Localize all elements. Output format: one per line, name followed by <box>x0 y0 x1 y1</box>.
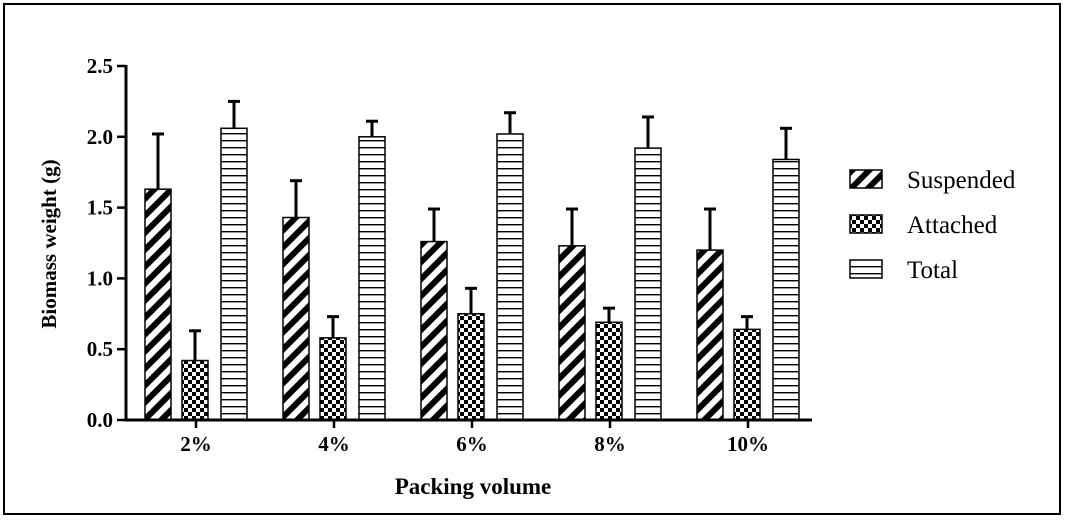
error-bar-total-10pct <box>780 126 792 160</box>
legend-item-total: Total <box>849 257 958 284</box>
bar-total-10pct <box>772 158 800 421</box>
legend: Suspended Attached Total <box>849 167 1016 284</box>
bar-attached-10pct <box>733 328 761 421</box>
bar-attached-2pct <box>181 359 209 421</box>
y-tick-label: 1.0 <box>87 266 113 290</box>
y-axis-title: Biomass weight (g) <box>37 159 61 328</box>
x-tick-label: 10% <box>727 432 769 456</box>
x-tick-label: 2% <box>180 432 212 456</box>
y-tick-label: 2.0 <box>87 125 113 149</box>
bar-attached-6pct <box>457 313 485 421</box>
bar-total-6pct <box>496 133 524 421</box>
y-tick-label: 0.0 <box>87 408 113 432</box>
legend-swatch <box>849 169 883 189</box>
x-tick-label: 8% <box>594 432 626 456</box>
bar-attached-8pct <box>595 321 623 421</box>
error-bars-layer <box>152 99 792 361</box>
error-bar-total-8pct <box>642 115 654 149</box>
legend-swatch <box>849 259 883 279</box>
bar-total-8pct <box>634 147 662 421</box>
bar-attached-4pct <box>319 337 347 421</box>
bar-suspended-2pct <box>144 188 172 421</box>
y-tick-label: 0.5 <box>87 337 113 361</box>
error-bar-total-4pct <box>366 119 378 137</box>
error-bar-attached-6pct <box>465 286 477 314</box>
error-bar-attached-8pct <box>603 306 615 323</box>
chart-frame <box>3 3 1061 515</box>
error-bar-suspended-4pct <box>290 179 302 218</box>
legend-swatch <box>849 214 883 234</box>
error-bar-suspended-6pct <box>428 207 440 242</box>
legend-label: Total <box>907 257 958 284</box>
legend-label: Suspended <box>907 167 1016 194</box>
error-bar-attached-2pct <box>189 329 201 361</box>
error-bar-suspended-8pct <box>566 207 578 246</box>
bar-suspended-4pct <box>282 216 310 421</box>
error-bar-attached-10pct <box>741 315 753 330</box>
axes-layer: 2% 4% 6% 8% 10% 0.0 0.5 1.0 1.5 2.0 2.5 <box>87 54 812 456</box>
legend-label: Attached <box>907 212 998 239</box>
bar-total-4pct <box>358 136 386 421</box>
bar-suspended-10pct <box>696 249 724 421</box>
bar-suspended-6pct <box>420 240 448 421</box>
bar-total-2pct <box>220 127 248 421</box>
error-bar-total-2pct <box>228 99 240 129</box>
legend-item-attached: Attached <box>849 212 998 239</box>
bar-suspended-8pct <box>558 245 586 421</box>
error-bar-attached-4pct <box>327 315 339 338</box>
x-tick-label: 6% <box>456 432 488 456</box>
y-tick-label: 1.5 <box>87 196 113 220</box>
x-axis-title: Packing volume <box>395 474 552 499</box>
y-tick-label: 2.5 <box>87 54 113 78</box>
x-tick-label: 4% <box>318 432 350 456</box>
error-bar-suspended-10pct <box>704 207 716 251</box>
bars-layer <box>144 127 800 421</box>
error-bar-total-6pct <box>504 111 516 134</box>
error-bar-suspended-2pct <box>152 132 164 190</box>
legend-item-suspended: Suspended <box>849 167 1016 194</box>
